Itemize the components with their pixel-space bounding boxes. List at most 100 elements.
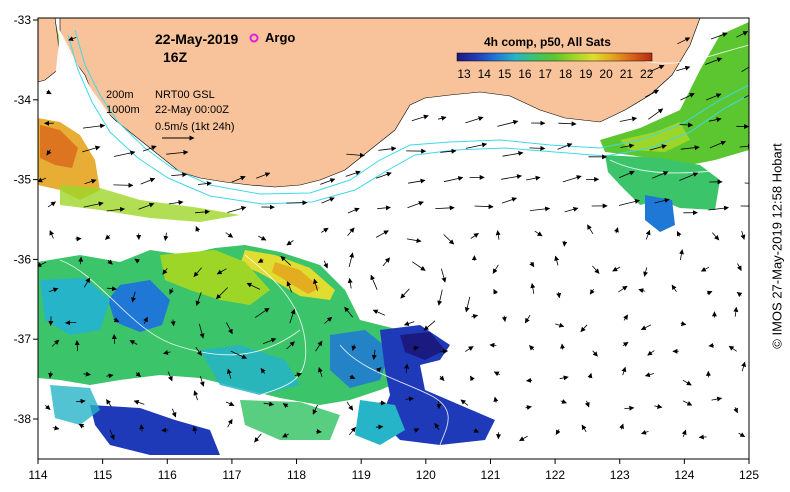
- y-tick-label: -37: [14, 332, 32, 346]
- current-vector: [413, 428, 420, 433]
- current-vector: [519, 435, 528, 442]
- current-vector: [736, 31, 749, 38]
- current-vector: [435, 205, 455, 211]
- current-vector: [493, 288, 498, 295]
- current-vector: [711, 396, 723, 402]
- current-vector: [624, 405, 635, 411]
- current-vector: [492, 264, 499, 274]
- current-vector: [740, 230, 746, 240]
- current-vector: [555, 322, 565, 328]
- current-vector: [84, 179, 97, 185]
- x-tick-label: 122: [545, 468, 565, 482]
- current-vector: [262, 338, 277, 345]
- current-vector: [441, 268, 447, 283]
- current-vector: [465, 116, 484, 124]
- sst-patch-east-blue: [645, 195, 675, 232]
- map-hour: 16Z: [163, 49, 188, 65]
- current-vector: [199, 375, 205, 387]
- current-vector: [558, 121, 577, 127]
- current-vector: [169, 287, 174, 295]
- current-vector: [682, 379, 692, 386]
- current-vector: [109, 429, 115, 440]
- current-vector: [280, 255, 292, 266]
- current-vector: [556, 292, 562, 299]
- current-vector: [728, 345, 737, 352]
- current-vector: [623, 314, 629, 321]
- current-vector: [46, 89, 52, 95]
- y-tick-label: -36: [14, 252, 32, 266]
- current-vector: [587, 224, 594, 235]
- current-vector: [135, 371, 141, 378]
- map-date: 22-May-2019: [155, 31, 238, 47]
- current-vector: [46, 149, 52, 156]
- current-vector: [257, 258, 264, 263]
- current-vector: [679, 249, 684, 261]
- current-vector: [348, 252, 355, 268]
- current-vector: [349, 374, 356, 380]
- current-vector: [554, 255, 560, 266]
- sst-patch-south-deep: [400, 332, 445, 360]
- sst-data-layer: [38, 20, 749, 455]
- current-vector: [282, 432, 289, 438]
- current-vector: [471, 314, 479, 319]
- current-vector: [534, 230, 543, 237]
- argo-float-marker: [249, 33, 259, 43]
- current-vector: [434, 422, 440, 431]
- current-vector: [649, 64, 665, 73]
- current-vector: [562, 240, 568, 247]
- legend-colorbar: [456, 52, 653, 62]
- current-vector: [345, 170, 361, 177]
- current-vector: [423, 320, 436, 331]
- current-vector: [321, 227, 329, 233]
- current-vector: [495, 230, 501, 240]
- longitude-axis: 114 115 116 117 118 119 120 121 122 123 124 125: [28, 459, 759, 482]
- current-vector: [142, 145, 157, 152]
- current-vector: [440, 148, 457, 154]
- current-vector: [230, 350, 247, 359]
- current-vector: [106, 399, 112, 407]
- current-vector: [443, 234, 455, 245]
- current-vector: [197, 181, 212, 187]
- current-vector: [705, 57, 723, 65]
- current-vector: [525, 405, 532, 410]
- current-vector: [612, 266, 621, 272]
- current-vector: [78, 256, 84, 265]
- x-tick-label: 115: [93, 468, 112, 482]
- x-tick-label: 118: [287, 468, 306, 482]
- x-tick-label: 120: [416, 468, 436, 482]
- current-vector: [138, 202, 155, 210]
- current-vector: [581, 424, 587, 433]
- current-vector: [654, 404, 663, 409]
- current-vector: [501, 315, 507, 322]
- current-vector: [404, 363, 410, 374]
- time-label: 22-May 00:00Z: [155, 104, 229, 116]
- current-vector: [580, 324, 588, 333]
- current-vector: [286, 200, 308, 206]
- x-tick-label: 117: [222, 468, 241, 482]
- current-vector: [351, 344, 357, 351]
- current-vector: [529, 345, 535, 351]
- current-vector: [473, 428, 480, 433]
- current-vector: [82, 123, 106, 129]
- current-vector: [215, 287, 229, 300]
- current-vector: [470, 232, 479, 239]
- current-vector: [412, 261, 426, 271]
- current-vector: [562, 175, 582, 183]
- current-vector: [736, 291, 743, 297]
- current-vector: [320, 178, 336, 185]
- current-vector: [739, 143, 749, 149]
- current-vector: [193, 390, 199, 401]
- current-vector: [400, 288, 410, 299]
- x-tick-label: 121: [480, 468, 500, 482]
- current-vectors: [38, 31, 749, 443]
- current-vector: [648, 108, 664, 120]
- sst-patch-teal-mid: [200, 345, 300, 395]
- current-vector: [526, 377, 533, 383]
- current-vector: [407, 201, 424, 209]
- current-vector: [286, 281, 293, 293]
- current-vector: [671, 284, 677, 293]
- current-vector: [65, 320, 77, 326]
- current-vector: [52, 425, 60, 431]
- current-vector: [403, 321, 415, 326]
- current-vector: [131, 291, 136, 303]
